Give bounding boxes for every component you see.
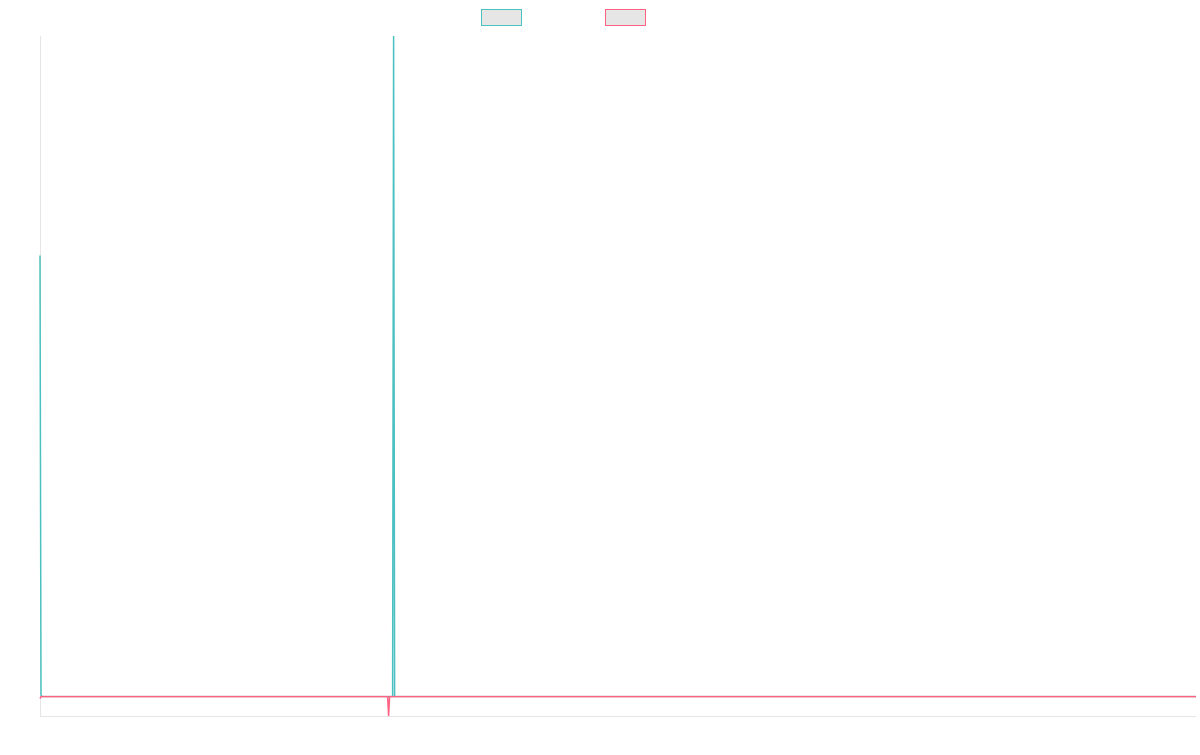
legend-swatch-series-2[interactable] xyxy=(605,9,646,26)
series-line-2[interactable] xyxy=(39,695,1196,717)
legend-swatch-series-1[interactable] xyxy=(481,9,522,26)
series-line-1[interactable] xyxy=(39,35,1196,698)
series-group xyxy=(39,35,1196,717)
